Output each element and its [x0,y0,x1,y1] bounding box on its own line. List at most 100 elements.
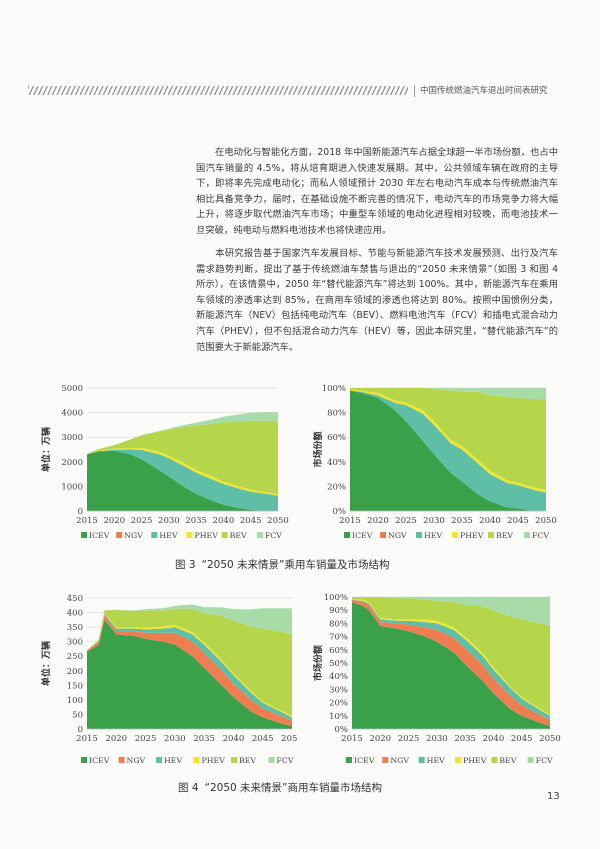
body-paragraph-1: 在电动化与智能化方面，2018 年中国新能源汽车占据全球超一半市场份额，也占中国… [196,145,558,239]
y-axis-label: 市场份额 [312,645,324,681]
x-tick-label: 2025 [131,516,153,526]
x-tick-label: 2050 [281,734,298,744]
x-tick-label: 2035 [454,734,476,744]
legend-label-fcv: FCV [277,756,294,765]
area-hev [352,599,550,720]
x-tick-label: 2040 [479,516,501,526]
area-fcv [352,597,550,626]
figure4-title: “2050 未来情景”商用车销量市场结构 [204,782,382,794]
legend-label-hev: HEV [424,531,442,540]
legend-swatch-phev [186,532,193,538]
legend-swatch-ngv [118,757,125,763]
fig3-sales-chart: 0 1000 2000 3000 4000 5000 2015 2020 2025 2030 203… [40,380,298,550]
x-tick-label: 2040 [213,516,235,526]
x-tick-label: 2050 [539,734,561,744]
area-icev [87,450,278,511]
legend-swatch-hev [156,757,162,763]
body-paragraph-2: 本研究报告基于国家汽车发展目标、节能与新能源汽车技术发展预测、出行及汽车需求趋势… [196,246,558,355]
legend-label-bev: BEV [496,531,513,540]
legend-swatch-icev [81,532,87,538]
x-tick-label: 2015 [76,516,98,526]
y-tick-label: 300 [67,638,83,648]
y-tick-label: 350 [67,623,83,633]
x-tick-label: 2015 [341,734,363,744]
paragraph-1-text: 在电动化与智能化方面，2018 年中国新能源汽车占据全球超一半市场份额，也占中国… [196,147,558,236]
legend-swatch-phev [455,757,461,763]
header-divider [414,85,415,97]
x-tick-label: 2045 [240,516,262,526]
x-tick-label: 2015 [76,734,98,744]
figure3-number: 图 3 [175,559,196,571]
area-phev [87,448,278,496]
x-tick-label: 2020 [103,516,125,526]
y-tick-label: 80% [329,619,348,629]
legend-label-ngv: NGV [388,531,407,540]
x-tick-label: 2025 [135,734,157,744]
running-header: 中国传统燃油汽车退出时间表研究 [420,86,548,96]
area-icev [352,602,550,729]
fig4-sales-chart: 0 50 100 150 200 250 300 350 400 450 2015 2020 2025 2… [40,590,298,775]
x-tick-label: 2045 [252,734,274,744]
x-tick-label: 2025 [395,516,417,526]
area-bev [350,388,546,491]
area-phev [87,613,292,718]
x-tick-label: 2025 [398,734,420,744]
y-tick-label: 0% [333,507,347,517]
legend-label-bev: BEV [230,531,247,540]
legend-label-fcv: FCV [536,756,553,765]
x-tick-label: 2050 [535,516,557,526]
y-tick-label: 4000 [61,409,83,419]
y-tick-label: 40% [327,458,346,468]
legend-label-fcv: FCV [532,531,549,540]
x-tick-label: 2030 [158,516,180,526]
x-tick-label: 2020 [105,734,127,744]
fig3-share-svg: 0% 20% 40% 60% 80% 100% 2015 2020 2025 2030 2035 20… [312,384,557,540]
legend-label-icev: ICEV [89,756,110,765]
legend-swatch-fcv [527,757,534,763]
y-tick-label: 5000 [61,384,83,394]
x-tick-label: 2050 [267,516,289,526]
area-hev [87,449,278,511]
y-tick-label: 100% [322,384,346,394]
legend-label-hev: HEV [427,756,445,765]
legend-label-ngv: NGV [127,756,146,765]
y-tick-label: 450 [67,594,83,604]
legend-swatch-fcv [268,757,275,763]
area-ngv [87,615,292,727]
legend-swatch-hev [416,532,422,538]
legend-label-phev: PHEV [460,531,484,540]
y-tick-label: 80% [327,409,346,419]
y-tick-label: 90% [329,606,348,616]
legend-label-bev: BEV [239,756,256,765]
legend-label-ngv: NGV [390,756,409,765]
y-tick-label: 60% [329,646,348,656]
y-tick-label: 2000 [61,458,83,468]
y-tick-label: 100 [67,696,83,706]
area-bev [87,608,292,716]
legend-swatch-phev [193,757,200,763]
legend-swatch-phev [452,532,458,538]
area-bev [87,420,278,495]
figure3-title: “2050 未来情景”乘用车销量及市场结构 [201,559,390,571]
legend-swatch-ngv [380,532,386,538]
fig4-sales-svg: 0 50 100 150 200 250 300 350 400 450 2015 2020 2025 2… [40,594,298,765]
legend-swatch-fcv [524,532,530,538]
y-tick-label: 100% [324,593,348,603]
fig4-share-svg: 0% 10% 20% 30% 40% 50% 60% 70% 80% 90% 100% 2015 202… [312,593,561,765]
header-decoration [28,86,408,95]
legend-label-icev: ICEV [89,531,110,540]
y-tick-label: 60% [327,433,346,443]
x-tick-label: 2035 [193,734,215,744]
y-axis-label: 单位：万辆 [40,641,52,686]
legend-label-hev: HEV [159,531,177,540]
x-tick-label: 2030 [426,734,448,744]
fig3-sales-svg: 0 1000 2000 3000 4000 5000 2015 2020 2025 2030 203… [40,384,289,540]
legend-swatch-ngv [382,757,389,763]
legend-label-hev: HEV [164,756,182,765]
legend-label-phev: PHEV [195,531,219,540]
area-fcv [350,388,546,400]
y-tick-label: 250 [67,652,83,662]
legend-swatch-bev [221,532,228,538]
fig4-share-chart: 0% 10% 20% 30% 40% 50% 60% 70% 80% 90% 100% 2015 202… [312,588,562,775]
y-tick-label: 20% [327,482,346,492]
